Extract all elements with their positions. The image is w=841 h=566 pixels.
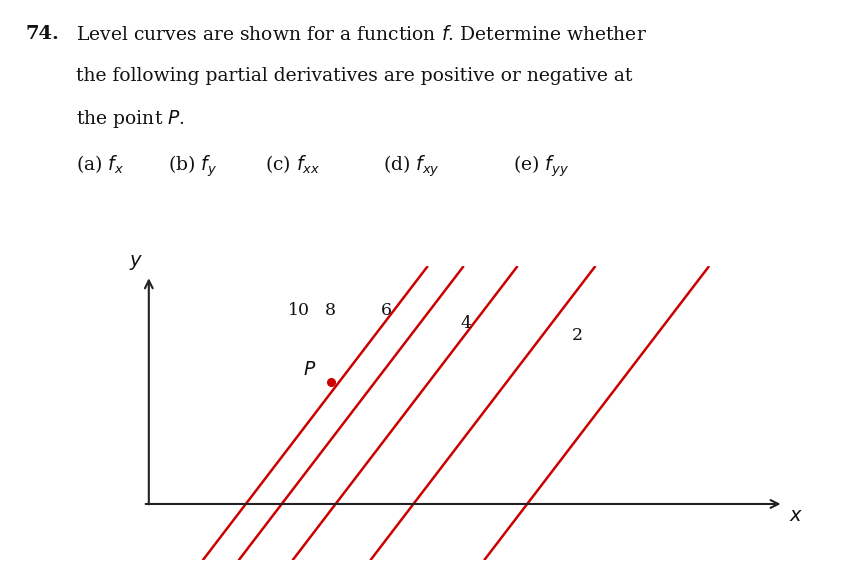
Text: $x$: $x$ [790,507,804,525]
Text: 4: 4 [461,315,472,332]
Text: $y$: $y$ [129,253,143,272]
Text: the following partial derivatives are positive or negative at: the following partial derivatives are po… [76,67,632,85]
Text: the point $P$.: the point $P$. [76,108,185,130]
Text: 74.: 74. [25,25,59,44]
Text: (e) $f_{yy}$: (e) $f_{yy}$ [513,153,569,179]
Text: 2: 2 [572,327,583,344]
Text: (d) $f_{xy}$: (d) $f_{xy}$ [383,153,440,179]
Text: Level curves are shown for a function $f$. Determine whether: Level curves are shown for a function $f… [76,25,647,45]
Text: 8: 8 [325,302,336,319]
Text: (c) $f_{xx}$: (c) $f_{xx}$ [265,153,320,176]
Text: (b) $f_y$: (b) $f_y$ [168,153,217,179]
Text: (a) $f_x$: (a) $f_x$ [76,153,124,176]
Text: 6: 6 [380,302,391,319]
Text: $P$: $P$ [303,361,316,379]
Text: 10: 10 [288,302,309,319]
